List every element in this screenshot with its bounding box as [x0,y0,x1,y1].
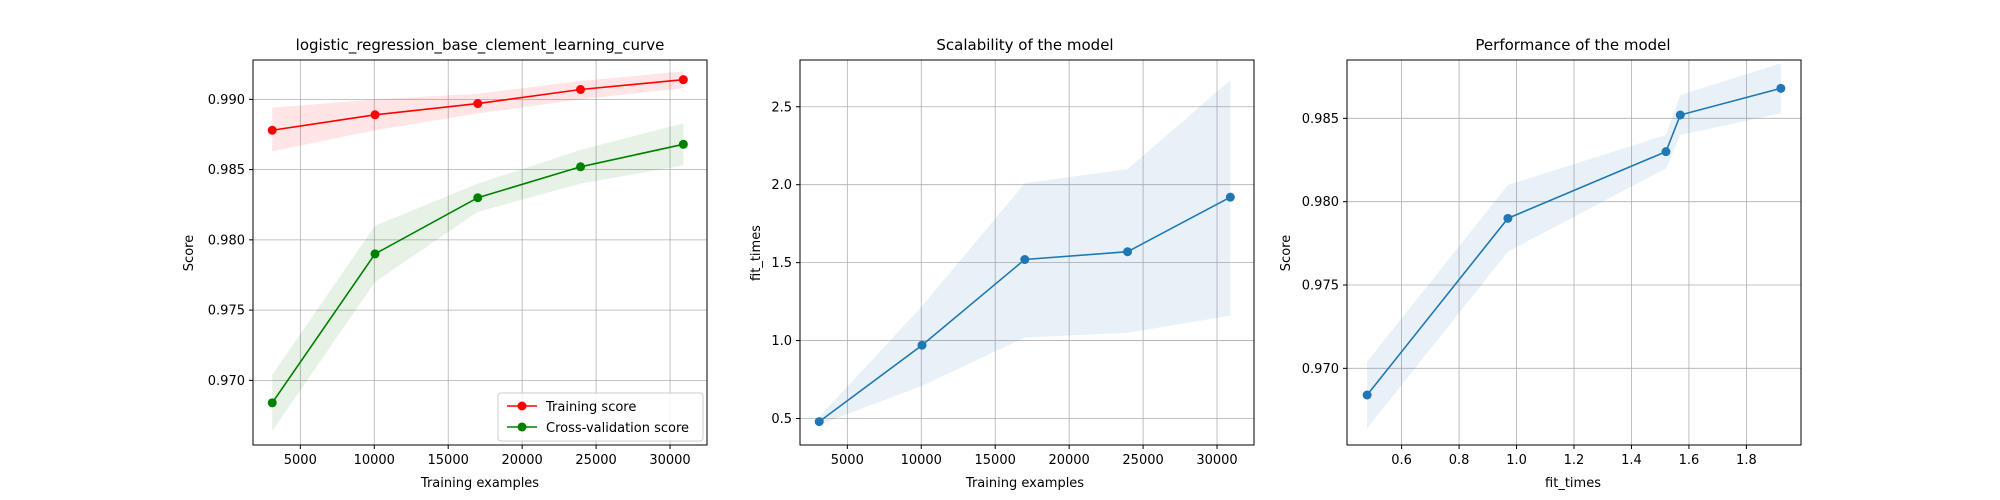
scalability-point [1020,255,1030,265]
scalability-y-tick-label: 1.5 [771,256,792,271]
scalability-band-0 [819,80,1231,425]
performance-panel: Performance of the model fit_times Score… [1279,36,1802,491]
scalability-y-axis-label: fit_times [749,225,764,281]
performance-point [1776,83,1786,93]
scalability-point [1225,192,1235,202]
scalability-x-axis-label: Training examples [965,476,1084,491]
performance-x-tick-label: 1.4 [1621,453,1642,468]
scalability-panel: Scalability of the model Training exampl… [749,36,1255,491]
learning-curve-x-tick-label: 30000 [649,453,690,468]
performance-y-tick-label: 0.980 [1302,195,1339,210]
learning-curve-point [370,110,380,120]
scalability-grid [800,60,1254,445]
learning-curve-y-tick-label: 0.970 [208,374,245,389]
performance-point [1503,213,1513,223]
learning-curve-y-tick-label: 0.990 [208,93,245,108]
performance-point [1661,147,1671,157]
scalability-x-tick-label: 5000 [831,453,864,468]
scalability-x-tick-label: 15000 [975,453,1016,468]
scalability-point [1123,247,1133,257]
learning-curve-point [473,193,483,203]
learning-curve-x-tick-label: 20000 [501,453,542,468]
legend-box [497,392,704,442]
scalability-point [814,417,824,427]
scalability-x-tick-label: 25000 [1122,453,1163,468]
scalability-point [917,340,927,350]
learning-curve-grid [253,60,707,445]
performance-point [1362,390,1372,400]
scalability-x-tick-label: 20000 [1048,453,1089,468]
performance-x-tick-label: 0.6 [1391,453,1412,468]
performance-y-axis-label: Score [1279,235,1294,271]
performance-title: Performance of the model [1475,36,1670,54]
scalability-plot-frame [799,59,1255,446]
performance-x-tick-label: 1.6 [1679,453,1700,468]
scalability-x-tick-label: 10000 [901,453,942,468]
learning-curve-y-tick-label: 0.980 [208,233,245,248]
learning-curve-x-axis-label: Training examples [420,476,539,491]
performance-y-tick-label: 0.970 [1302,362,1339,377]
learning-curve-point [678,139,688,149]
performance-x-tick-label: 1.0 [1506,453,1527,468]
learning-curve-point [678,75,688,85]
learning-curve-title: logistic_regression_base_clement_learnin… [296,36,665,55]
legend-cv-label: Cross-validation score [546,421,689,436]
performance-x-tick-label: 1.8 [1736,453,1757,468]
performance-y-tick-label: 0.985 [1302,112,1339,127]
learning-curve-x-tick-label: 25000 [575,453,616,468]
learning-curve-plot-frame [252,59,708,446]
performance-point [1675,110,1685,120]
performance-x-axis-label: fit_times [1545,476,1601,491]
scalability-y-tick-label: 0.5 [771,412,792,427]
legend-training-label: Training score [545,400,636,415]
learning-curve-panel: logistic_regression_base_clement_learnin… [182,36,708,491]
scalability-y-tick-label: 2.0 [771,178,792,193]
learning-curve-point [267,398,277,408]
performance-x-tick-label: 0.8 [1449,453,1470,468]
learning-curve-x-tick-label: 10000 [354,453,395,468]
learning-curve-y-axis-label: Score [182,235,197,271]
learning-curve-y-tick-label: 0.975 [208,304,245,319]
learning-curve-point [576,85,586,95]
learning-curve-x-tick-label: 15000 [428,453,469,468]
performance-x-tick-label: 1.2 [1564,453,1585,468]
learning-curve-x-tick-label: 5000 [284,453,317,468]
learning-curve-y-tick-label: 0.985 [208,163,245,178]
scalability-title: Scalability of the model [936,36,1113,54]
learning-curve-point [370,249,380,259]
learning-curve-line-1 [271,143,684,404]
learning-curve-point [473,99,483,109]
legend-cv-marker [517,422,527,432]
scalability-y-tick-label: 2.5 [771,100,792,115]
legend-training-marker [517,401,527,411]
performance-grid [1347,60,1801,445]
learning-curve-point [576,162,586,172]
scalability-x-tick-label: 30000 [1196,453,1237,468]
scalability-y-tick-label: 1.0 [771,334,792,349]
legend: Training score Cross-validation score [497,392,704,442]
learning-curve-point [267,125,277,135]
performance-y-tick-label: 0.975 [1302,279,1339,294]
